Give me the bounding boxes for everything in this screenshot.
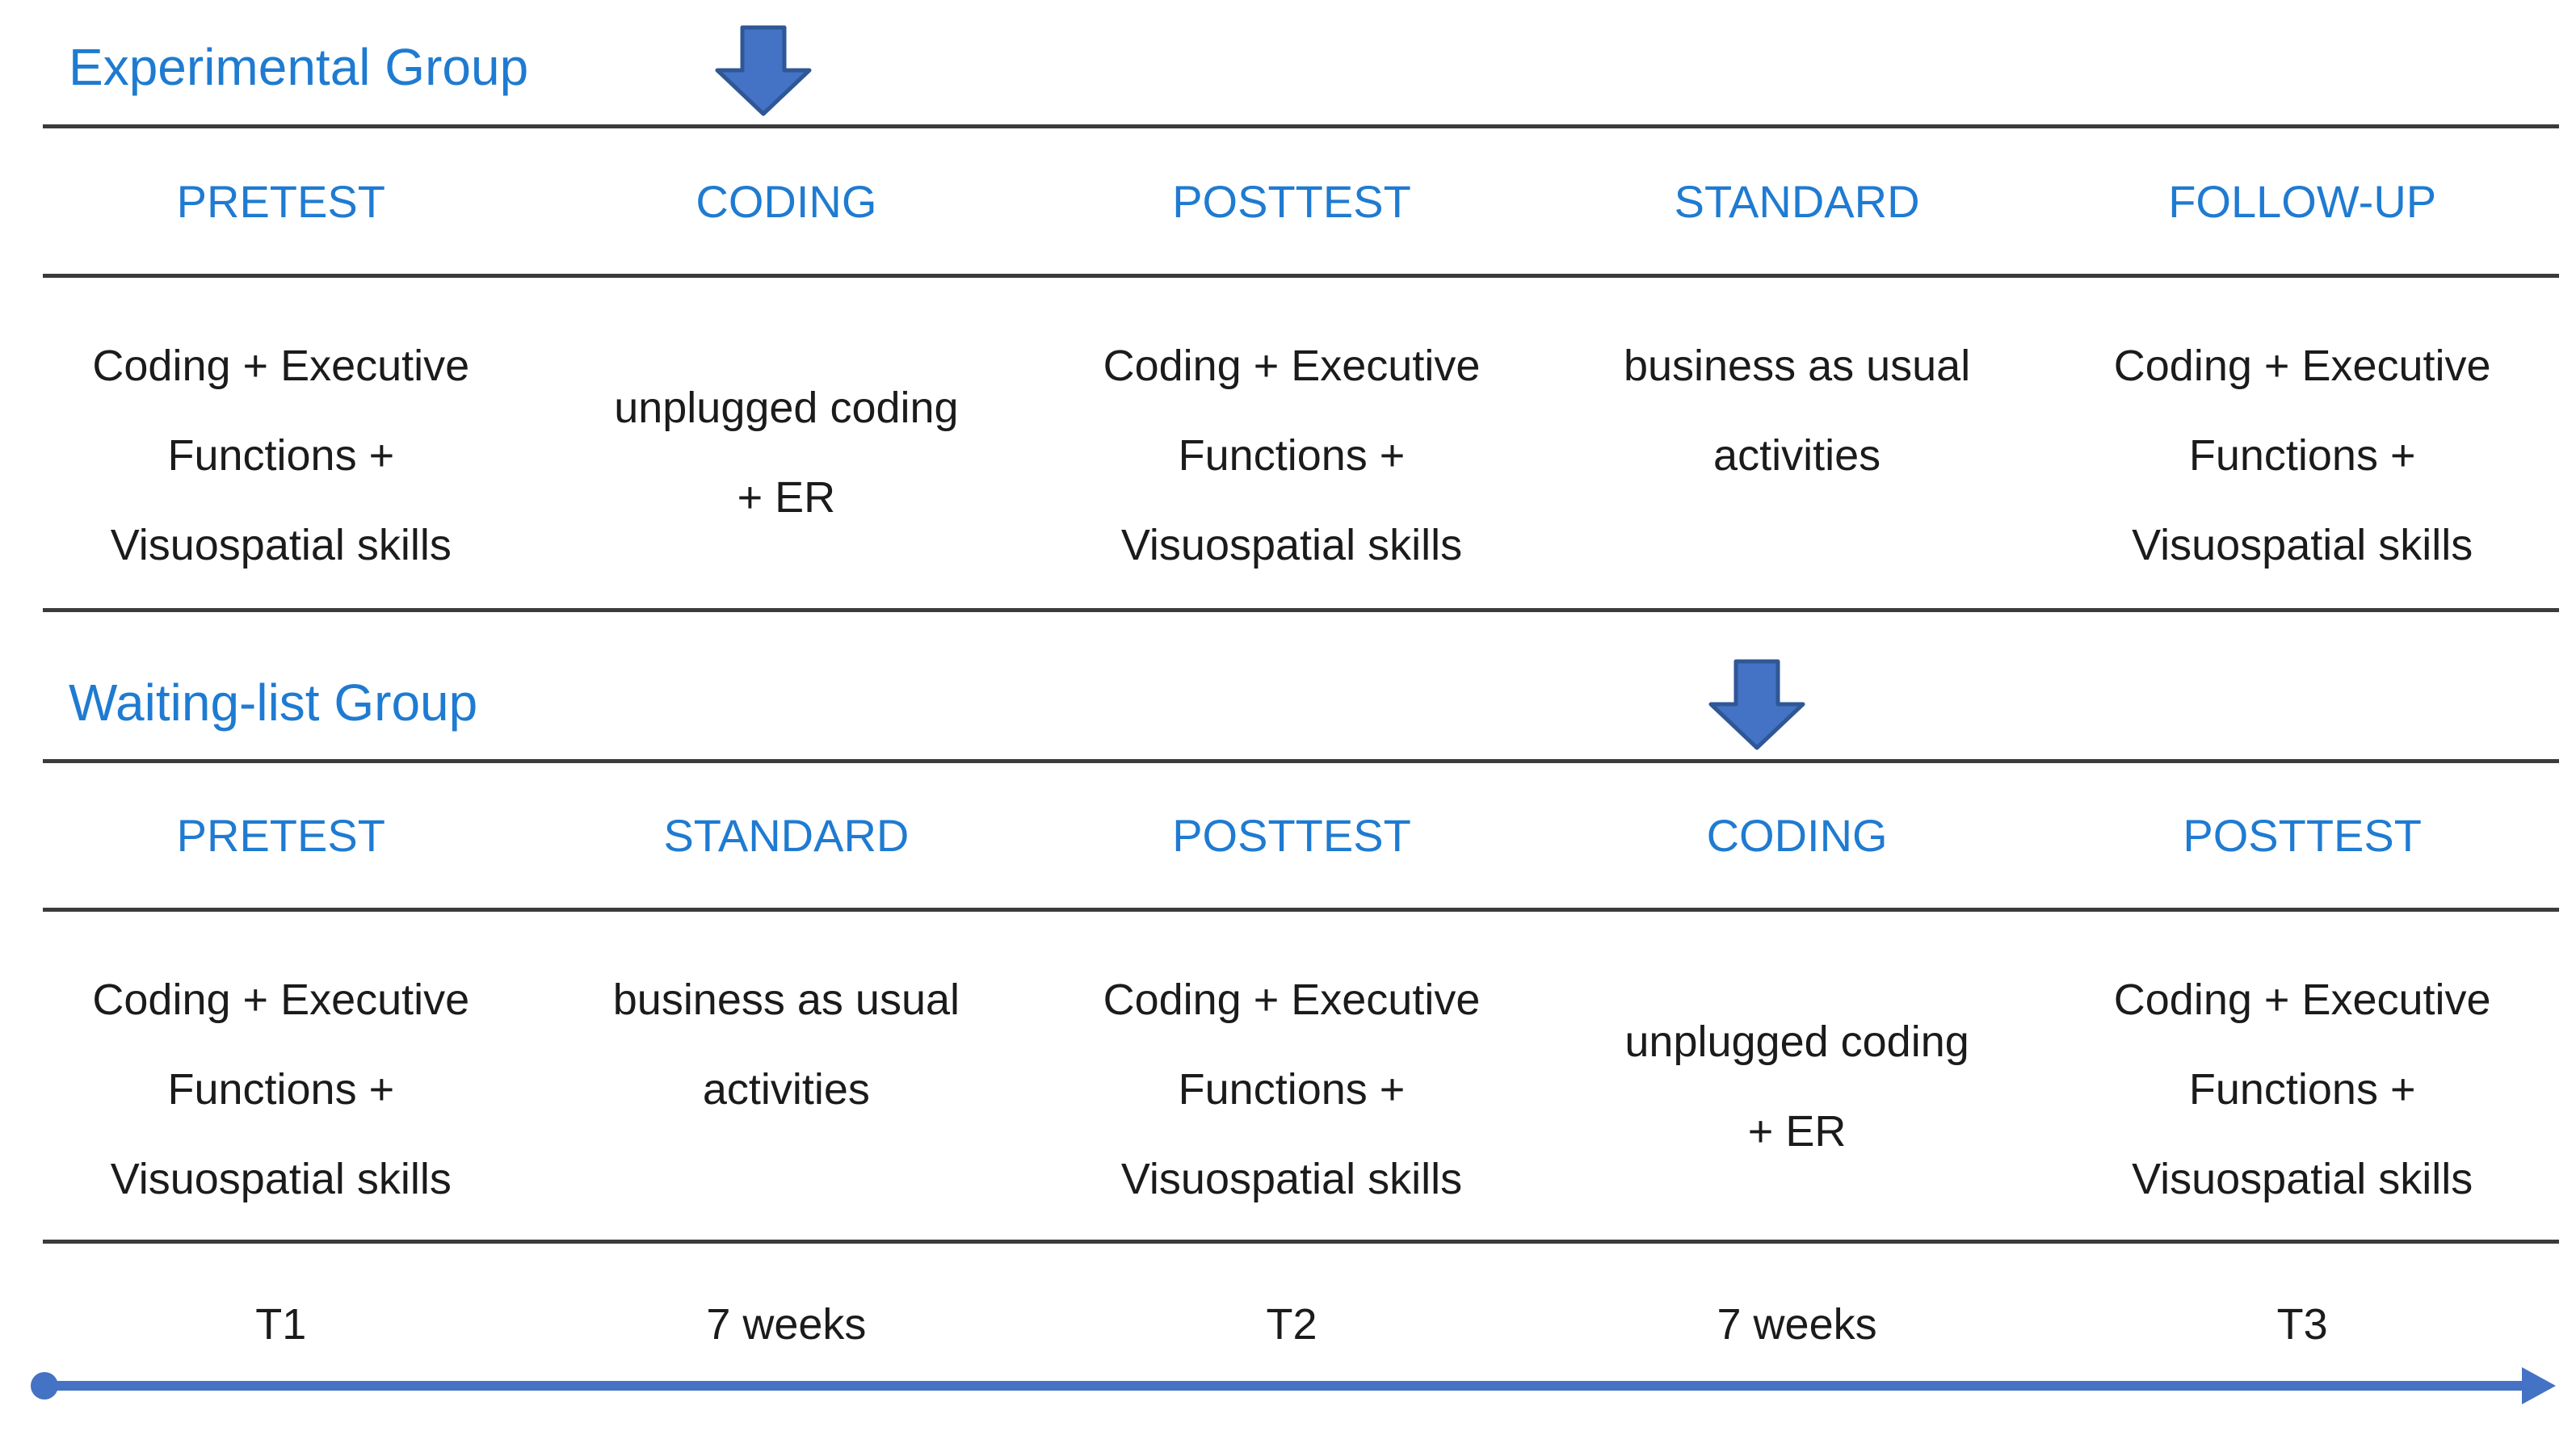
phase-header-cell: POSTTEST	[2183, 810, 2422, 861]
activity-line: + ER	[737, 473, 836, 522]
activity-line: Visuospatial skills	[1120, 521, 1463, 569]
experimental-phase-header-row: PRETEST CODING POSTTEST STANDARD FOLLOW-…	[28, 132, 2555, 270]
timeline-label: T2	[1266, 1300, 1317, 1349]
waiting-list-phase-header-row: PRETEST STANDARD POSTTEST CODING POSTTES…	[28, 767, 2555, 904]
activity-line: + ER	[1747, 1107, 1847, 1156]
timeline-label: 7 weeks	[706, 1300, 867, 1349]
activity-cell: unplugged coding + ER	[534, 278, 1040, 608]
activity-line: Visuospatial skills	[2132, 521, 2473, 569]
activity-line: activities	[702, 1065, 870, 1114]
phase-header-cell: FOLLOW-UP	[2168, 175, 2437, 227]
activity-cell: Coding + Executive Functions + Visuospat…	[2049, 912, 2555, 1240]
activity-cell: unplugged coding + ER	[1544, 912, 2050, 1240]
activity-line: Coding + Executive	[92, 976, 470, 1024]
activity-line: Coding + Executive	[92, 342, 470, 390]
activity-line: activities	[1713, 431, 1881, 480]
activity-line: unplugged coding	[614, 384, 959, 432]
divider-line	[43, 608, 2559, 612]
phase-header-cell: CODING	[1706, 810, 1888, 861]
activity-line: Functions +	[1178, 1065, 1406, 1114]
phase-header-cell: POSTTEST	[1172, 810, 1411, 861]
activity-line: Visuospatial skills	[1120, 1155, 1463, 1203]
activity-line: unplugged coding	[1624, 1018, 1969, 1066]
activity-cell: Coding + Executive Functions + Visuospat…	[1039, 278, 1544, 608]
divider-line	[43, 759, 2559, 763]
phase-header-cell: STANDARD	[663, 810, 910, 861]
phase-header-cell: PRETEST	[176, 810, 385, 861]
experimental-activities-row: Coding + Executive Functions + Visuospat…	[28, 278, 2555, 608]
activity-line: business as usual	[612, 976, 960, 1024]
activity-line: Visuospatial skills	[110, 521, 452, 569]
activity-line: Functions +	[167, 1065, 395, 1114]
waiting-list-activities-row: Coding + Executive Functions + Visuospat…	[28, 912, 2555, 1240]
divider-line	[43, 274, 2559, 278]
activity-cell: Coding + Executive Functions + Visuospat…	[1039, 912, 1544, 1240]
phase-header-cell: PRETEST	[176, 175, 385, 227]
phase-header-cell: POSTTEST	[1172, 175, 1411, 227]
activity-line: Visuospatial skills	[110, 1155, 452, 1203]
activity-line: Functions +	[2188, 431, 2416, 480]
down-arrow-icon-waiting-list	[1708, 658, 1805, 751]
timeline-start-dot	[31, 1372, 58, 1400]
activity-line: business as usual	[1623, 342, 1971, 390]
activity-line: Functions +	[2188, 1065, 2416, 1114]
divider-line	[43, 124, 2559, 128]
activity-line: Coding + Executive	[2113, 976, 2491, 1024]
activity-line: Functions +	[1178, 431, 1406, 480]
divider-line	[43, 908, 2559, 912]
activity-cell: business as usual activities	[534, 912, 1040, 1240]
activity-line: Functions +	[167, 431, 395, 480]
timeline-label: T3	[2276, 1300, 2328, 1349]
waiting-list-group-label: Waiting-list Group	[69, 674, 478, 732]
activity-cell: Coding + Executive Functions + Visuospat…	[28, 278, 534, 608]
timeline-arrowhead-icon	[2522, 1367, 2556, 1404]
timeline-label: 7 weeks	[1717, 1300, 1877, 1349]
activity-line: Visuospatial skills	[2132, 1155, 2473, 1203]
divider-line	[43, 1240, 2559, 1244]
experimental-group-label: Experimental Group	[69, 38, 529, 96]
activity-cell: Coding + Executive Functions + Visuospat…	[2049, 278, 2555, 608]
down-arrow-icon-experimental	[715, 24, 812, 117]
timeline-label: T1	[255, 1300, 307, 1349]
phase-header-cell: CODING	[695, 175, 877, 227]
activity-line: Coding + Executive	[2113, 342, 2491, 390]
activity-cell: Coding + Executive Functions + Visuospat…	[28, 912, 534, 1240]
phase-header-cell: STANDARD	[1674, 175, 1920, 227]
activity-line: Coding + Executive	[1103, 342, 1481, 390]
timeline-arrow	[31, 1367, 2556, 1404]
timeline-label-row: T1 7 weeks T2 7 weeks T3	[28, 1244, 2555, 1353]
activity-line: Coding + Executive	[1103, 976, 1481, 1024]
activity-cell: business as usual activities	[1544, 278, 2050, 608]
